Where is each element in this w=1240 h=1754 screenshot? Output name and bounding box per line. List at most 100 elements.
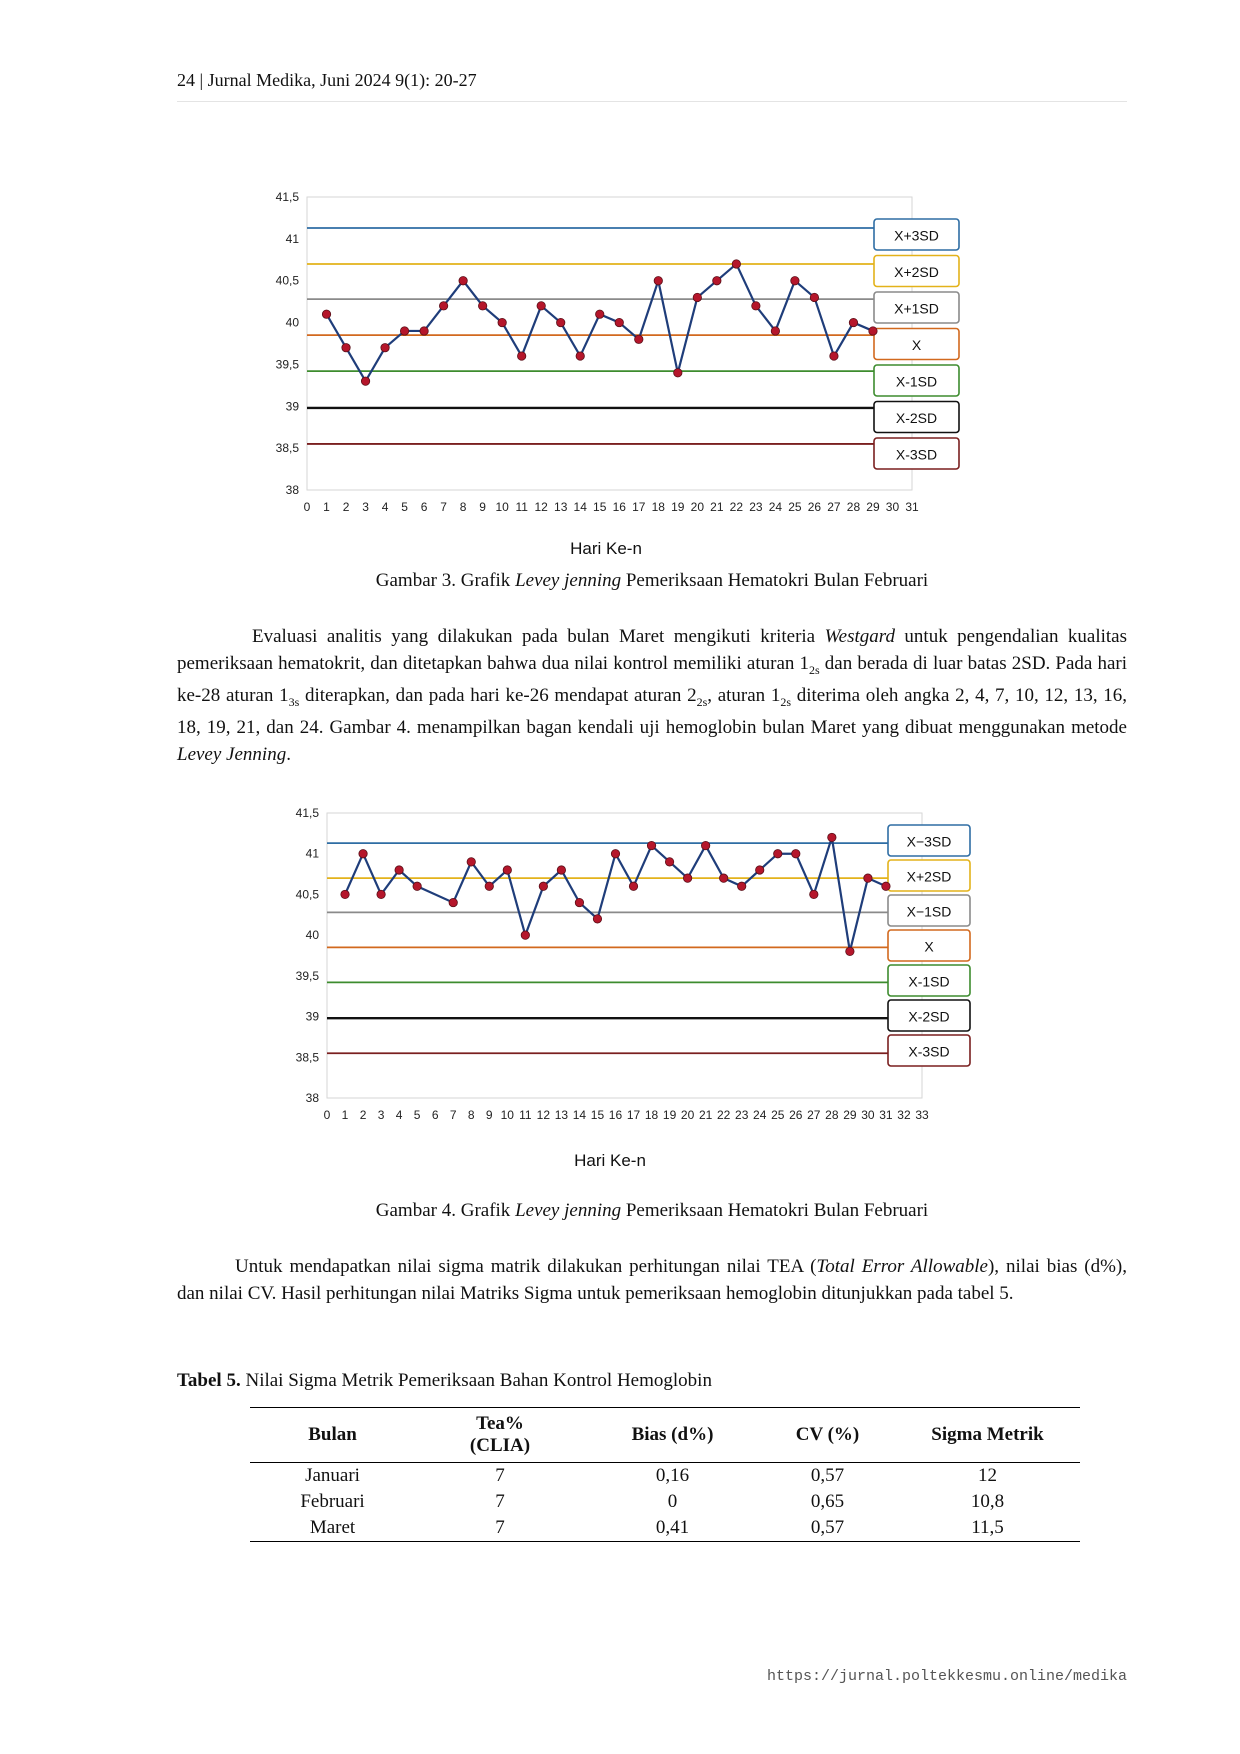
legend-label: X−1SD xyxy=(907,904,952,920)
data-point xyxy=(376,889,386,900)
legend-box xyxy=(873,327,960,361)
x-tick-label: 5 xyxy=(401,500,408,514)
cell-cv: 0,57 xyxy=(810,1465,845,1486)
x-tick-label: 7 xyxy=(450,1108,457,1122)
x-tick-label: 12 xyxy=(535,500,549,514)
x-tick-label: 30 xyxy=(886,500,900,514)
table-row: Januari 7 0,16 0,57 12 xyxy=(250,1463,1080,1490)
p1-italic-levey-jenning: Levey Jenning xyxy=(177,743,287,765)
x-tick-label: 4 xyxy=(396,1108,403,1122)
cell-bulan: Maret xyxy=(309,1517,356,1538)
x-tick-label: 32 xyxy=(897,1108,911,1122)
x-tick-label: 11 xyxy=(515,500,528,514)
data-point xyxy=(538,881,548,891)
figure-4-caption-suffix: Pemeriksaan Hematokri Bulan Februari xyxy=(621,1200,929,1221)
x-tick-label: 19 xyxy=(663,1108,677,1122)
legend-box xyxy=(887,999,971,1032)
data-point xyxy=(340,889,350,900)
x-tick-label: 20 xyxy=(681,1108,695,1122)
x-tick-label: 25 xyxy=(771,1108,785,1122)
legend-label: X−3SD xyxy=(907,834,952,850)
x-tick-label: 12 xyxy=(537,1108,551,1122)
x-tick-label: 24 xyxy=(769,500,783,514)
legend-label: X-3SD xyxy=(908,1044,949,1060)
legend-label: X+1SD xyxy=(894,301,939,317)
y-tick-label: 41 xyxy=(286,232,300,246)
data-point xyxy=(466,857,476,867)
data-point xyxy=(770,326,780,336)
figure-4-caption-prefix: Gambar 4. Grafik xyxy=(375,1200,516,1221)
cell-cv: 0,65 xyxy=(810,1491,845,1512)
data-point xyxy=(731,259,741,269)
x-tick-label: 3 xyxy=(362,500,369,514)
x-tick-label: 22 xyxy=(730,500,744,514)
y-tick-label: 41 xyxy=(306,847,320,861)
legend-box xyxy=(887,894,971,927)
data-point xyxy=(692,292,702,303)
legend-box xyxy=(873,437,960,470)
x-tick-label: 26 xyxy=(808,500,822,514)
p1-text-4: diterapkan, dan pada hari ke-26 mendapat… xyxy=(299,684,697,706)
cell-tea: 7 xyxy=(495,1517,505,1538)
legend-box xyxy=(887,964,971,997)
header-cv: CV (%) xyxy=(795,1424,860,1445)
x-tick-label: 19 xyxy=(671,500,685,514)
legend-label: X-2SD xyxy=(908,1009,949,1025)
data-point xyxy=(497,317,507,328)
y-tick-label: 38 xyxy=(286,483,300,497)
header-sigma: Sigma Metrik xyxy=(931,1424,1044,1445)
x-tick-label: 13 xyxy=(555,1108,569,1122)
x-tick-label: 1 xyxy=(323,500,330,514)
x-tick-label: 30 xyxy=(861,1108,875,1122)
paragraph-1: Evaluasi analitis yang dilakukan pada bu… xyxy=(177,624,1127,768)
y-tick-label: 40 xyxy=(306,928,320,942)
cell-bulan: Februari xyxy=(300,1491,365,1512)
x-tick-label: 33 xyxy=(915,1108,929,1122)
legend-box xyxy=(887,1034,971,1067)
data-point xyxy=(829,351,839,361)
x-tick-label: 31 xyxy=(879,1108,893,1122)
x-tick-label: 10 xyxy=(495,500,509,514)
plot-area-frame xyxy=(326,812,923,1099)
x-tick-label: 21 xyxy=(710,500,724,514)
data-point xyxy=(556,865,566,875)
legend-box xyxy=(873,400,960,434)
data-point xyxy=(614,317,624,328)
p1-sub-2s-c: 2s xyxy=(780,694,792,709)
data-point xyxy=(412,881,422,891)
table-row: Februari 7 0 0,65 10,8 xyxy=(250,1489,1080,1515)
data-point xyxy=(575,351,585,361)
x-tick-label: 10 xyxy=(501,1108,515,1122)
y-tick-label: 41,5 xyxy=(296,806,320,820)
p2-italic-tea: Total Error Allowable xyxy=(816,1256,988,1277)
data-point xyxy=(664,857,675,867)
p2-text-1: Untuk mendapatkan nilai sigma matrik dil… xyxy=(235,1256,817,1277)
legend-box xyxy=(873,254,960,288)
x-tick-label: 27 xyxy=(827,500,841,514)
x-tick-label: 24 xyxy=(753,1108,767,1122)
x-tick-label: 0 xyxy=(304,500,311,514)
x-tick-label: 9 xyxy=(479,500,486,514)
y-tick-label: 38 xyxy=(306,1091,320,1105)
x-tick-label: 17 xyxy=(632,500,646,514)
header-tea-line-1: Tea% xyxy=(476,1413,524,1434)
y-tick-label: 40 xyxy=(286,316,300,330)
p1-sub-3s: 3s xyxy=(288,694,300,709)
data-point xyxy=(610,849,621,859)
data-point xyxy=(574,897,585,908)
x-tick-label: 15 xyxy=(591,1108,605,1122)
y-tick-label: 40,5 xyxy=(296,887,320,901)
x-tick-label: 1 xyxy=(342,1108,349,1122)
p1-text-5: , aturan 1 xyxy=(707,684,781,706)
data-point xyxy=(536,301,546,311)
p1-sub-2s-a: 2s xyxy=(809,662,820,677)
data-point xyxy=(595,309,605,319)
p1-text-3: dan berada di luar batas 2SD. Pada hari … xyxy=(177,652,1127,706)
data-point xyxy=(502,865,512,875)
data-point xyxy=(321,309,332,319)
y-tick-label: 40,5 xyxy=(276,274,300,288)
x-tick-label: 20 xyxy=(691,500,705,514)
data-point xyxy=(484,881,494,891)
